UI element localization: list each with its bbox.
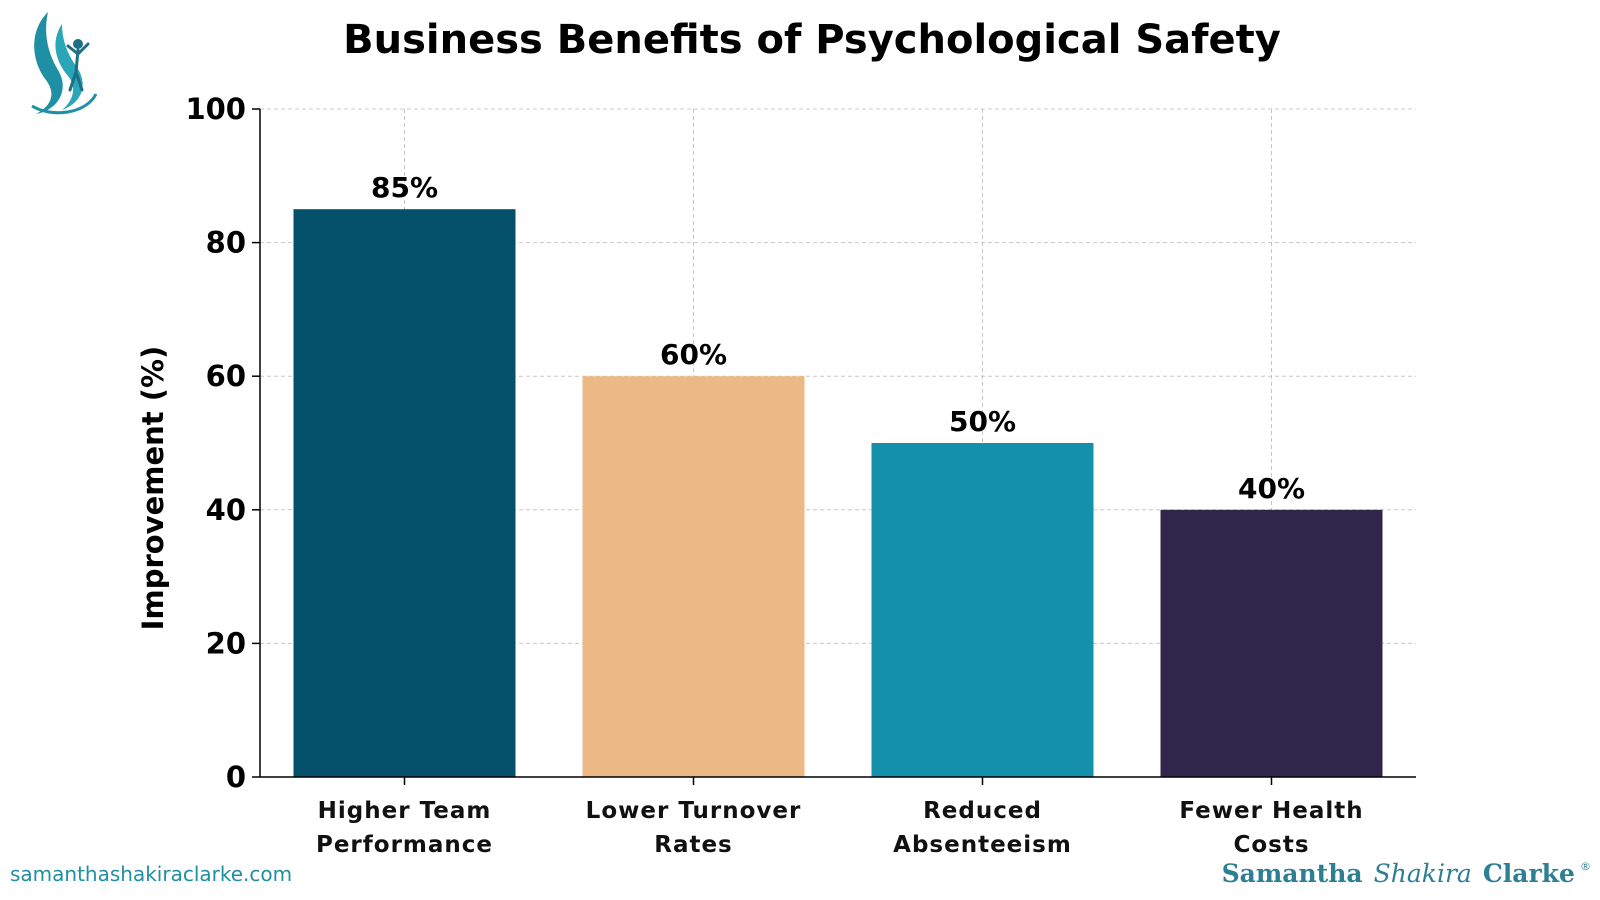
category-label-line: Higher Team — [318, 798, 492, 824]
logo-ring — [31, 93, 98, 115]
data-label: 40% — [1238, 472, 1305, 505]
category-label-line: Reduced — [923, 798, 1042, 824]
logo-figure-body — [66, 42, 90, 92]
data-label: 85% — [371, 171, 438, 204]
category-label-line: Rates — [654, 832, 733, 858]
y-tick-label: 40 — [206, 493, 246, 527]
category-label-line: Absenteeism — [893, 832, 1072, 858]
data-label: 60% — [660, 338, 727, 371]
bars — [293, 209, 1383, 777]
category-label-line: Costs — [1233, 832, 1309, 858]
category-label: Higher Team Performance — [316, 798, 493, 858]
brand-first: Samantha — [1222, 859, 1363, 888]
y-tick-label: 0 — [226, 760, 246, 794]
category-label-line: Lower Turnover — [586, 798, 802, 824]
category-label: Reduced Absenteeism — [893, 798, 1072, 858]
logo-swoosh-outer — [34, 12, 63, 114]
footer-website-link[interactable]: samanthashakiraclarke.com — [10, 862, 292, 886]
bar — [293, 209, 516, 777]
brand-last: Clarke — [1483, 859, 1575, 888]
footer-brand: Samantha Shakira Clarke ® — [1222, 859, 1591, 888]
category-label-line: Fewer Health — [1179, 798, 1363, 824]
logo-figure-head — [73, 39, 83, 49]
bar — [1160, 509, 1383, 777]
brand-mark: ® — [1580, 860, 1591, 873]
y-axis-label: Improvement (%) — [136, 346, 170, 631]
y-tick-label: 20 — [206, 626, 246, 660]
brand-middle: Shakira — [1374, 859, 1472, 888]
logo-swoosh-inner — [55, 24, 83, 110]
data-labels: 85% 60% 50% 40% — [371, 171, 1305, 505]
bar — [582, 376, 805, 777]
logo-icon — [31, 12, 98, 115]
y-tick-label: 80 — [206, 226, 246, 260]
y-tick-label: 60 — [206, 359, 246, 393]
category-label-line: Performance — [316, 832, 493, 858]
y-tick-label: 100 — [185, 92, 246, 126]
y-tick-labels: 0 20 40 60 80 100 — [185, 92, 246, 794]
data-label: 50% — [949, 405, 1016, 438]
category-label: Fewer Health Costs — [1179, 798, 1363, 858]
category-labels: Higher Team Performance Lower Turnover Rate… — [316, 798, 1363, 858]
category-label: Lower Turnover Rates — [586, 798, 802, 858]
chart-title: Business Benefits of Psychological Safet… — [343, 17, 1281, 63]
axes — [252, 108, 1416, 785]
bar — [871, 443, 1094, 777]
